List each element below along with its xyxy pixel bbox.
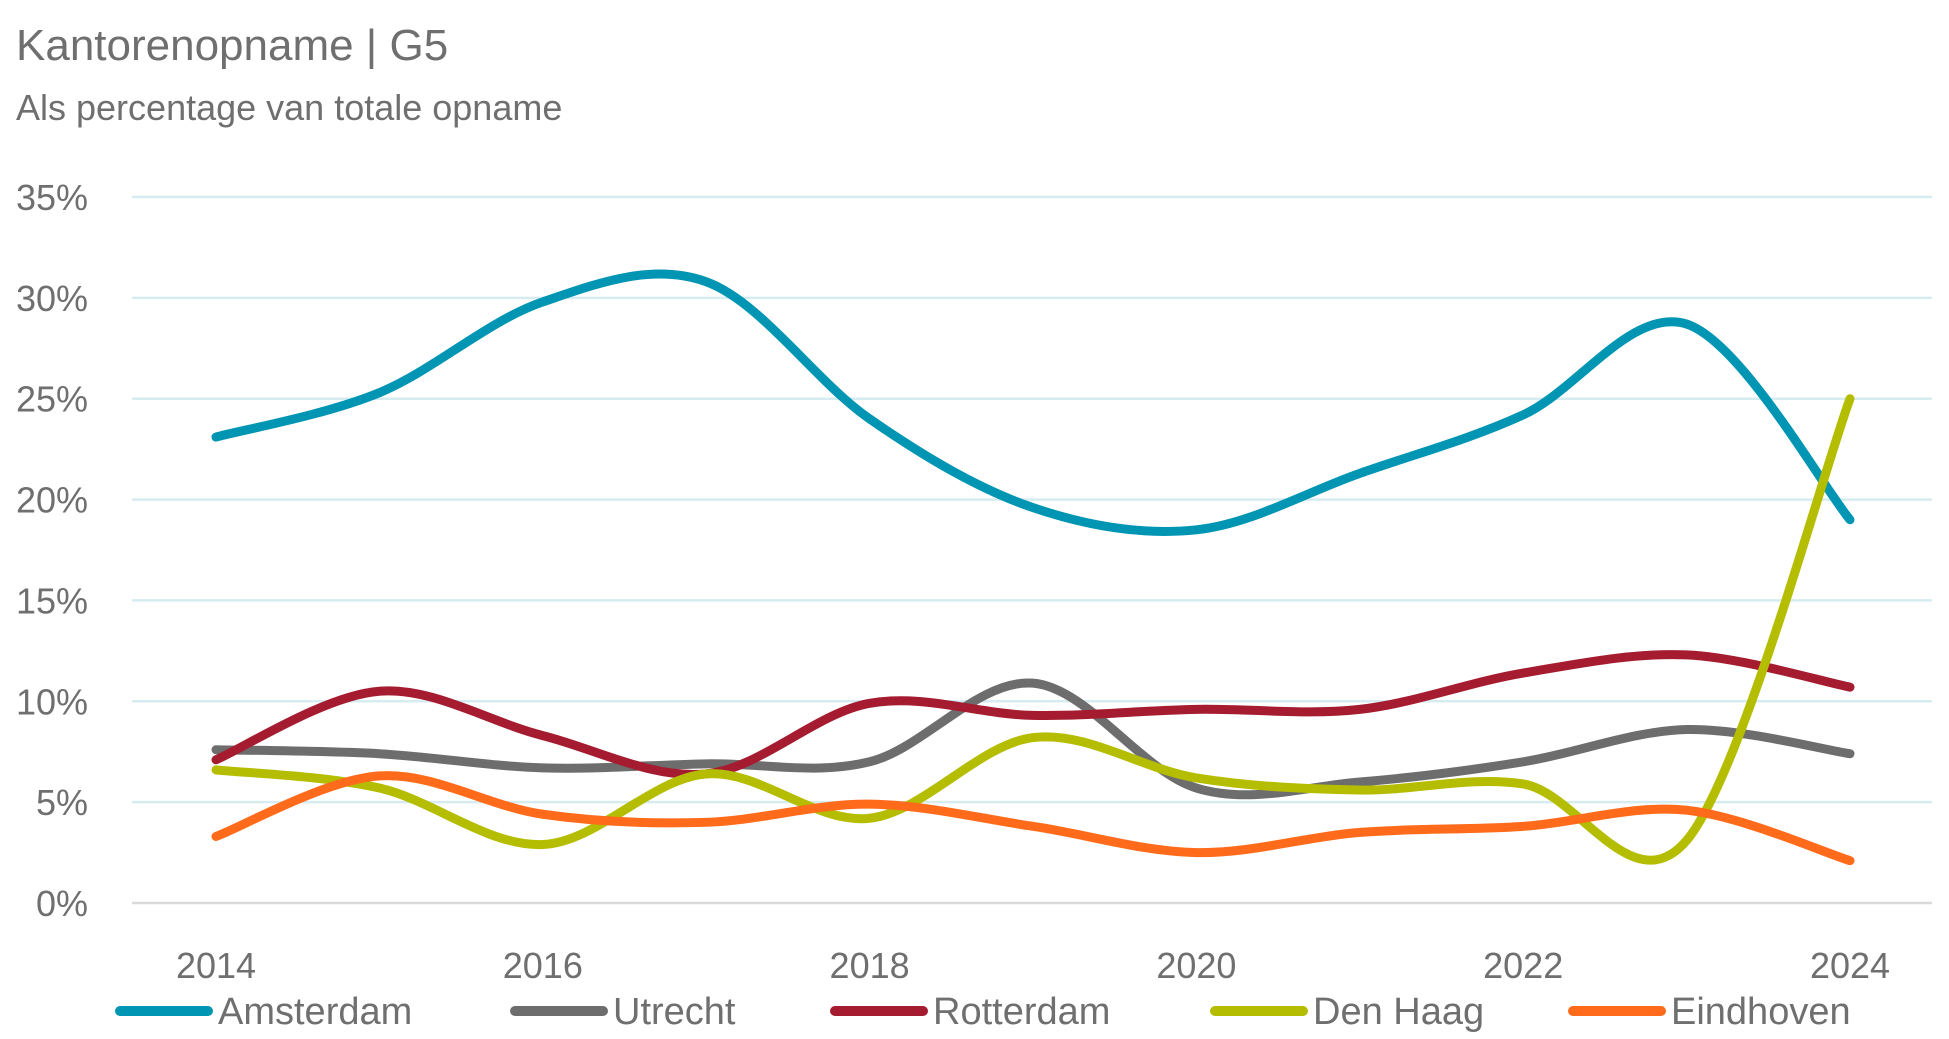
x-tick-label: 2020 [1156, 945, 1236, 986]
legend-label: Amsterdam [218, 991, 412, 1033]
x-tick-label: 2018 [830, 945, 910, 986]
chart-title: Kantorenopname | G5 [16, 21, 448, 70]
y-tick-label: 10% [16, 681, 88, 722]
x-tick-label: 2014 [176, 945, 256, 986]
series-line-den-haag [211, 394, 1855, 865]
legend: Amsterdam Utrecht Rotterdam Den Haag Eindhov… [115, 991, 1851, 1033]
y-tick-label: 15% [16, 580, 88, 621]
legend-item: Rotterdam [830, 991, 1110, 1033]
y-tick-label: 5% [36, 782, 88, 823]
legend-label: Utrecht [613, 991, 736, 1033]
legend-label: Rotterdam [933, 991, 1110, 1033]
series-line-utrecht [211, 678, 1855, 800]
legend-item: Utrecht [510, 991, 736, 1033]
y-tick-label: 30% [16, 278, 88, 319]
legend-item: Den Haag [1210, 991, 1484, 1033]
x-tick-label: 2024 [1810, 945, 1890, 986]
series-lines [211, 269, 1855, 866]
legend-label: Den Haag [1313, 991, 1484, 1033]
y-tick-label: 20% [16, 480, 88, 521]
y-tick-label: 35% [16, 177, 88, 218]
y-tick-label: 0% [36, 883, 88, 924]
x-tick-label: 2022 [1483, 945, 1563, 986]
legend-label: Eindhoven [1671, 991, 1851, 1033]
y-axis-ticks: 0% 5% 10% 15% 20% 25% 30% 35% [16, 177, 88, 924]
series-line-amsterdam [211, 269, 1855, 536]
legend-item: Eindhoven [1568, 991, 1851, 1033]
series-line-rotterdam [211, 650, 1855, 780]
x-tick-label: 2016 [503, 945, 583, 986]
chart-subtitle: Als percentage van totale opname [16, 87, 562, 128]
legend-item: Amsterdam [115, 991, 412, 1033]
x-axis-ticks: 2014 2016 2018 2020 2022 2024 [176, 945, 1890, 986]
series-line-eindhoven [211, 771, 1855, 866]
y-tick-label: 25% [16, 379, 88, 420]
